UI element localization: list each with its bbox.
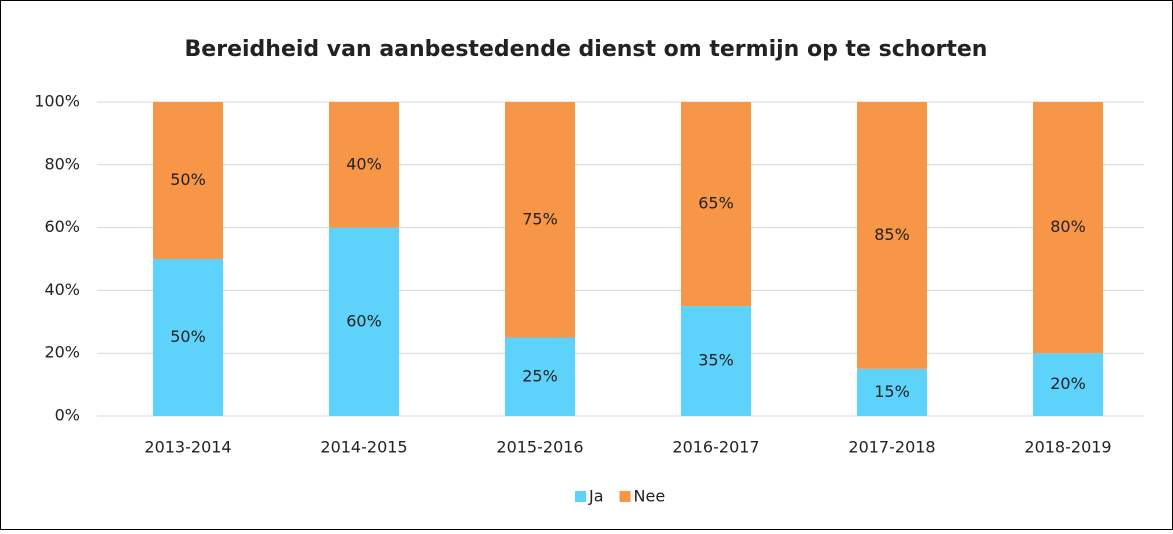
data-label: 65% (698, 194, 734, 213)
data-label: 50% (170, 327, 206, 346)
bar-segment (505, 102, 575, 338)
y-tick-label: 0% (55, 406, 80, 425)
y-tick-label: 60% (44, 217, 80, 236)
x-tick-label: 2018-2019 (1024, 438, 1111, 457)
data-label: 80% (1050, 217, 1086, 236)
data-label: 75% (522, 209, 558, 228)
bar-segment (857, 102, 927, 369)
y-tick-label: 80% (44, 154, 80, 173)
data-label: 60% (346, 311, 382, 330)
y-tick-label: 100% (34, 92, 80, 111)
bar-segment (681, 306, 751, 416)
bar-segment (153, 259, 223, 416)
legend-swatch (575, 491, 586, 502)
data-label: 20% (1050, 374, 1086, 393)
y-tick-label: 40% (44, 280, 80, 299)
bar-segment (505, 337, 575, 416)
x-tick-label: 2017-2018 (848, 438, 935, 457)
data-label: 35% (698, 351, 734, 370)
bar-segment (1033, 102, 1103, 354)
bar-segment (1033, 353, 1103, 416)
bar-segment (329, 102, 399, 228)
data-label: 85% (874, 225, 910, 244)
data-label: 15% (874, 382, 910, 401)
data-label: 25% (522, 366, 558, 385)
x-tick-label: 2015-2016 (496, 438, 583, 457)
legend-swatch (619, 491, 631, 502)
data-label: 40% (346, 154, 382, 173)
legend-label: Nee (634, 487, 666, 506)
x-tick-label: 2014-2015 (320, 438, 407, 457)
x-tick-label: 2016-2017 (672, 438, 759, 457)
bar-segment (681, 102, 751, 307)
bar-segment (153, 102, 223, 259)
data-label: 50% (170, 170, 206, 189)
bar-segment (857, 368, 927, 416)
chart-title: Bereidheid van aanbestedende dienst om t… (185, 37, 988, 62)
bar-segment (329, 227, 399, 416)
y-tick-label: 20% (44, 343, 80, 362)
legend-label: Ja (588, 487, 604, 506)
x-tick-label: 2013-2014 (144, 438, 231, 457)
